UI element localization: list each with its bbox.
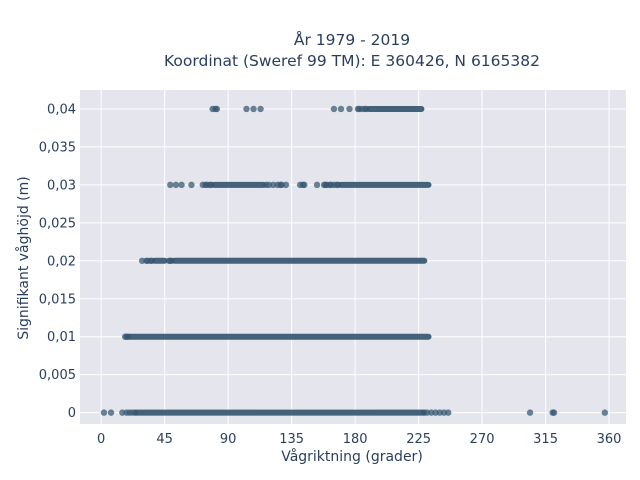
x-tick-label: 270 xyxy=(470,432,495,447)
data-point xyxy=(172,181,180,189)
x-tick-label: 90 xyxy=(220,432,237,447)
data-point xyxy=(363,105,370,113)
y-tick-label: 0,01 xyxy=(47,330,76,345)
dense-point-band xyxy=(171,257,428,264)
data-point xyxy=(337,105,345,113)
data-point xyxy=(188,181,195,189)
y-tick-label: 0 xyxy=(68,406,76,421)
data-point xyxy=(107,409,115,416)
data-point xyxy=(257,105,264,113)
data-point xyxy=(208,181,215,189)
dense-point-band xyxy=(338,181,432,188)
data-point xyxy=(250,105,257,113)
y-tick-label: 0,04 xyxy=(47,102,76,117)
data-point xyxy=(445,409,452,416)
x-tick-label: 180 xyxy=(343,432,368,447)
x-axis-title: Vågriktning (grader) xyxy=(281,448,423,465)
data-point xyxy=(131,409,139,416)
data-point xyxy=(601,409,609,416)
data-point xyxy=(346,105,353,113)
dense-point-band xyxy=(133,409,426,416)
y-tick-label: 0,02 xyxy=(47,254,76,269)
y-tick-label: 0,015 xyxy=(39,292,76,307)
data-point xyxy=(243,105,250,113)
data-point xyxy=(167,181,174,189)
data-point xyxy=(168,257,175,264)
data-points xyxy=(100,105,609,416)
dense-point-band xyxy=(151,257,168,264)
y-tick-label: 0,035 xyxy=(39,140,76,155)
dense-point-band xyxy=(211,181,267,188)
x-tick-label: 45 xyxy=(156,432,173,447)
data-point xyxy=(330,105,338,113)
data-point xyxy=(282,181,290,189)
dense-point-band xyxy=(366,105,425,112)
y-tick-label: 0,03 xyxy=(47,178,76,193)
data-point xyxy=(334,181,342,189)
data-point xyxy=(124,333,132,340)
y-tick-label: 0,025 xyxy=(39,216,76,231)
data-point xyxy=(550,409,558,416)
data-point xyxy=(100,409,108,416)
x-tick-label: 360 xyxy=(597,432,622,447)
plot-area xyxy=(80,90,626,424)
data-point xyxy=(301,181,308,189)
x-axis-ticks: 0 45 90 135 180 225 270 315 360 xyxy=(97,432,621,447)
x-tick-label: 315 xyxy=(533,432,558,447)
chart-subtitle: Koordinat (Sweref 99 TM): E 360426, N 61… xyxy=(164,52,540,70)
x-tick-label: 0 xyxy=(97,432,105,447)
x-tick-label: 225 xyxy=(406,432,431,447)
x-tick-label: 135 xyxy=(279,432,304,447)
dense-point-band xyxy=(126,333,432,340)
data-point xyxy=(178,181,185,189)
y-axis-title: Signifikant våghöjd (m) xyxy=(15,176,32,339)
data-point xyxy=(313,181,321,189)
chart-title: År 1979 - 2019 xyxy=(294,30,410,49)
data-point xyxy=(213,105,221,113)
data-point xyxy=(526,409,534,416)
y-axis-ticks: 0 0,005 0,01 0,015 0,02 0,025 0,03 0,035 0,04 xyxy=(39,102,76,421)
data-point xyxy=(148,257,156,264)
y-tick-label: 0,005 xyxy=(39,368,76,383)
